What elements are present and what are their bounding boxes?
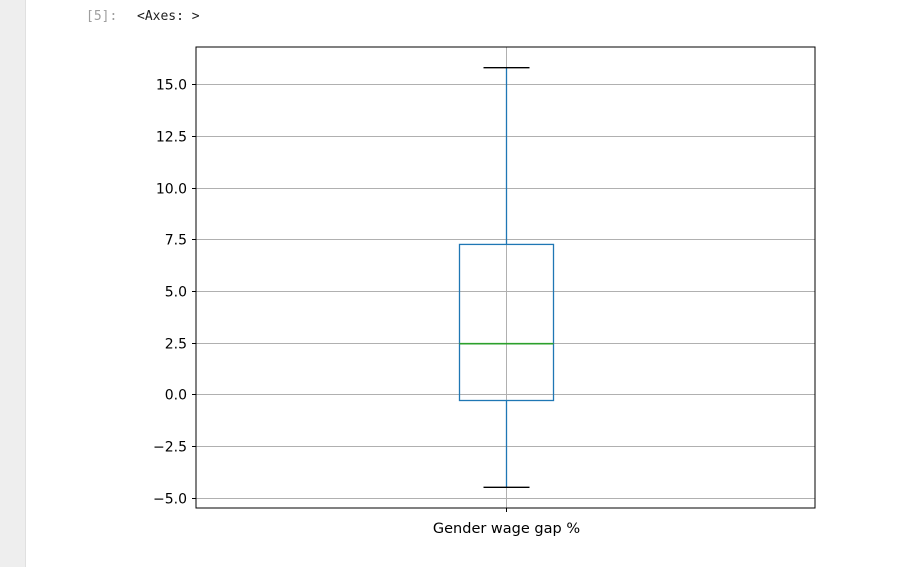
- notebook-left-gutter: [0, 0, 26, 567]
- y-tick-label: 2.5: [165, 337, 187, 353]
- x-tick-label: Gender wage gap %: [433, 521, 580, 537]
- y-tick-label: 7.5: [165, 233, 187, 249]
- y-tick-label: 5.0: [165, 285, 187, 301]
- y-tick-label: 0.0: [165, 388, 187, 404]
- y-tick-label: −2.5: [153, 440, 187, 456]
- y-tick-label: 15.0: [156, 78, 187, 94]
- cell-output-repr: <Axes: >: [137, 9, 200, 24]
- y-tick-label: 12.5: [156, 130, 187, 146]
- axes-frame: [195, 46, 816, 509]
- y-tick-label: 10.0: [156, 182, 187, 198]
- output-cell: [26, 0, 905, 567]
- box-plot: [458, 67, 555, 488]
- iqr-box: [458, 243, 555, 402]
- y-axis-ticks: −5.0 −2.5 0.0 2.5 5.0 7.5 10.0 12.5 15.0: [153, 78, 196, 508]
- x-axis-ticks: Gender wage gap %: [433, 508, 580, 537]
- y-tick-label: −5.0: [153, 492, 187, 508]
- execution-count-prompt: [5]:: [86, 9, 118, 24]
- grid-lines: [196, 47, 815, 508]
